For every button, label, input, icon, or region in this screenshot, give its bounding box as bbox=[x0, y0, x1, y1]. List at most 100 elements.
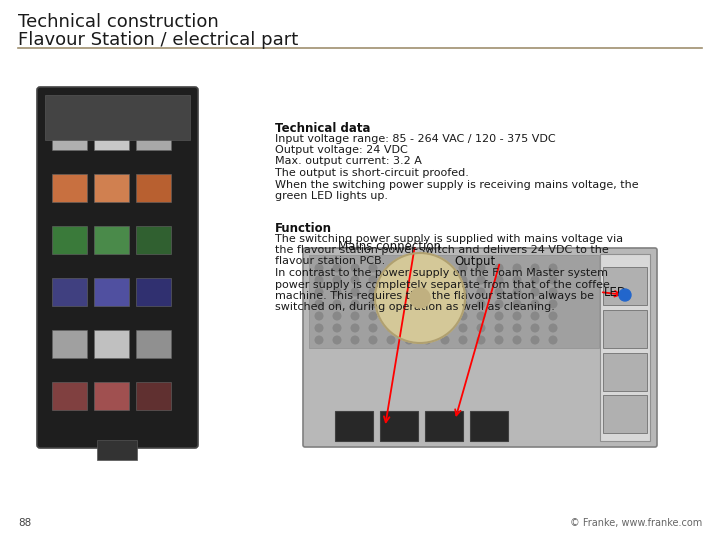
Bar bbox=[136, 122, 171, 150]
Bar bbox=[45, 95, 190, 140]
Bar bbox=[603, 353, 647, 391]
Circle shape bbox=[459, 335, 467, 345]
Circle shape bbox=[333, 323, 341, 333]
Circle shape bbox=[549, 323, 557, 333]
Circle shape bbox=[405, 287, 413, 296]
Circle shape bbox=[477, 287, 485, 296]
Text: Output voltage: 24 VDC: Output voltage: 24 VDC bbox=[275, 145, 408, 155]
Circle shape bbox=[495, 275, 503, 285]
Circle shape bbox=[459, 264, 467, 273]
Circle shape bbox=[369, 275, 377, 285]
Circle shape bbox=[513, 312, 521, 321]
Circle shape bbox=[531, 264, 539, 273]
Circle shape bbox=[387, 275, 395, 285]
Bar bbox=[335, 411, 373, 441]
Circle shape bbox=[459, 275, 467, 285]
Text: switched on, during operation as well as cleaning.: switched on, during operation as well as… bbox=[275, 302, 555, 313]
Circle shape bbox=[459, 312, 467, 321]
Circle shape bbox=[423, 312, 431, 321]
Circle shape bbox=[423, 335, 431, 345]
Circle shape bbox=[441, 323, 449, 333]
Text: When the switching power supply is receiving mains voltage, the: When the switching power supply is recei… bbox=[275, 179, 639, 190]
Circle shape bbox=[459, 323, 467, 333]
Text: machine. This requires that the flavour station always be: machine. This requires that the flavour … bbox=[275, 291, 594, 301]
Circle shape bbox=[441, 287, 449, 296]
Bar bbox=[94, 226, 129, 254]
Circle shape bbox=[369, 287, 377, 296]
Circle shape bbox=[369, 300, 377, 308]
FancyBboxPatch shape bbox=[303, 248, 657, 447]
Circle shape bbox=[351, 264, 359, 273]
Bar bbox=[309, 255, 599, 348]
Circle shape bbox=[387, 264, 395, 273]
Bar bbox=[603, 310, 647, 348]
Circle shape bbox=[495, 300, 503, 308]
Text: Max. output current: 3.2 A: Max. output current: 3.2 A bbox=[275, 157, 422, 166]
Circle shape bbox=[423, 323, 431, 333]
Circle shape bbox=[477, 264, 485, 273]
Circle shape bbox=[441, 335, 449, 345]
Circle shape bbox=[387, 300, 395, 308]
Circle shape bbox=[495, 335, 503, 345]
Circle shape bbox=[333, 335, 341, 345]
Text: Function: Function bbox=[275, 222, 332, 235]
Text: 88: 88 bbox=[18, 518, 31, 528]
Circle shape bbox=[477, 275, 485, 285]
Circle shape bbox=[495, 323, 503, 333]
Bar bbox=[52, 226, 87, 254]
Text: The output is short-circuit proofed.: The output is short-circuit proofed. bbox=[275, 168, 469, 178]
Circle shape bbox=[333, 264, 341, 273]
Circle shape bbox=[333, 300, 341, 308]
Circle shape bbox=[351, 287, 359, 296]
Circle shape bbox=[351, 323, 359, 333]
Circle shape bbox=[369, 323, 377, 333]
Circle shape bbox=[369, 264, 377, 273]
Circle shape bbox=[531, 300, 539, 308]
Circle shape bbox=[315, 275, 323, 285]
Bar bbox=[136, 278, 171, 306]
Circle shape bbox=[495, 287, 503, 296]
Circle shape bbox=[351, 335, 359, 345]
Circle shape bbox=[333, 287, 341, 296]
Circle shape bbox=[423, 287, 431, 296]
Circle shape bbox=[531, 275, 539, 285]
Circle shape bbox=[513, 300, 521, 308]
Bar bbox=[52, 382, 87, 410]
Circle shape bbox=[423, 275, 431, 285]
Text: The switching power supply is supplied with mains voltage via: The switching power supply is supplied w… bbox=[275, 233, 623, 244]
Circle shape bbox=[423, 264, 431, 273]
Circle shape bbox=[405, 323, 413, 333]
Circle shape bbox=[477, 300, 485, 308]
Circle shape bbox=[423, 300, 431, 308]
Bar bbox=[603, 395, 647, 433]
Circle shape bbox=[315, 264, 323, 273]
Text: the flavour station power switch and delivers 24 VDC to the: the flavour station power switch and del… bbox=[275, 245, 608, 255]
Circle shape bbox=[333, 312, 341, 321]
Circle shape bbox=[410, 288, 430, 308]
Circle shape bbox=[459, 287, 467, 296]
Bar bbox=[94, 278, 129, 306]
Circle shape bbox=[441, 275, 449, 285]
Bar bbox=[52, 278, 87, 306]
Bar bbox=[136, 174, 171, 202]
Text: © Franke, www.franke.com: © Franke, www.franke.com bbox=[570, 518, 702, 528]
Bar bbox=[94, 330, 129, 358]
Circle shape bbox=[549, 264, 557, 273]
Circle shape bbox=[351, 275, 359, 285]
Circle shape bbox=[387, 287, 395, 296]
Circle shape bbox=[405, 335, 413, 345]
Circle shape bbox=[405, 300, 413, 308]
Circle shape bbox=[531, 287, 539, 296]
Circle shape bbox=[531, 323, 539, 333]
Text: Technical construction: Technical construction bbox=[18, 13, 219, 31]
Circle shape bbox=[549, 300, 557, 308]
Circle shape bbox=[513, 335, 521, 345]
Circle shape bbox=[405, 275, 413, 285]
Circle shape bbox=[619, 289, 631, 301]
Circle shape bbox=[477, 323, 485, 333]
Circle shape bbox=[549, 275, 557, 285]
FancyBboxPatch shape bbox=[37, 87, 198, 448]
Circle shape bbox=[369, 312, 377, 321]
Text: power supply is completely separate from that of the coffee: power supply is completely separate from… bbox=[275, 280, 610, 289]
Circle shape bbox=[387, 323, 395, 333]
